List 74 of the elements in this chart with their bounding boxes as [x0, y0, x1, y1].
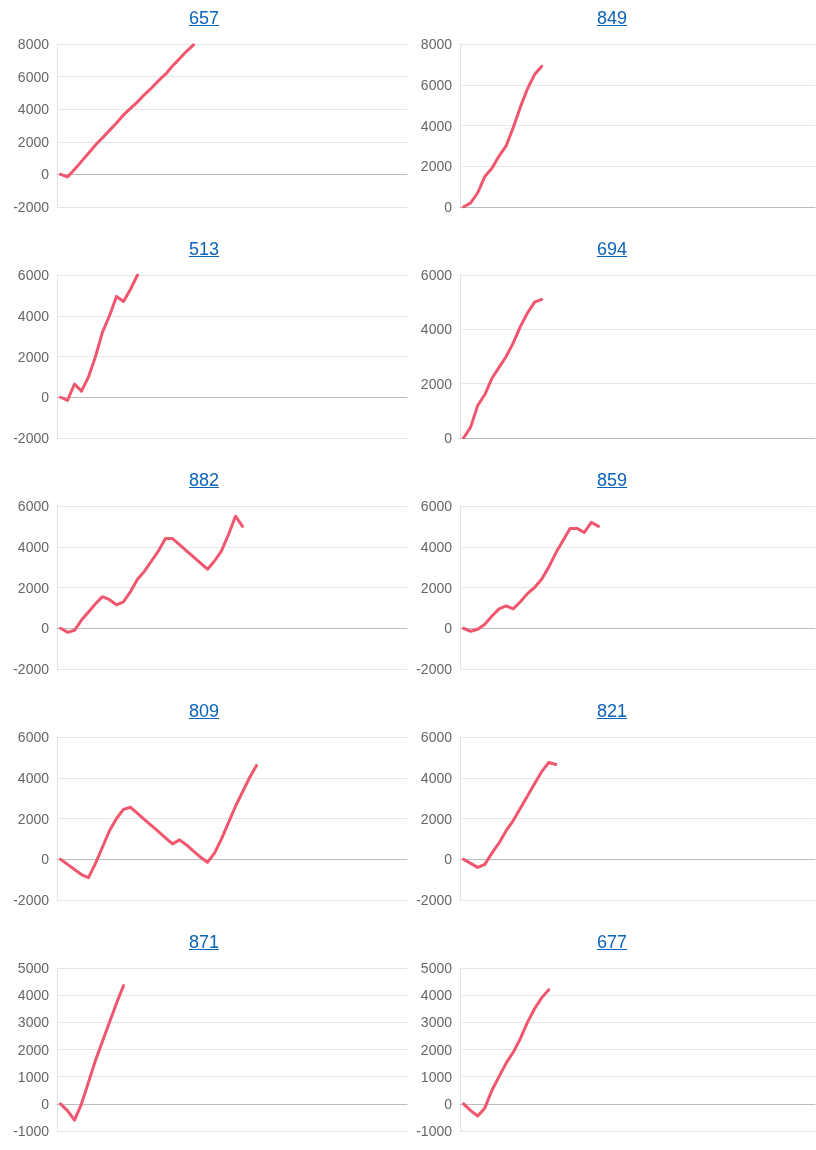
y-tick-label: 4000 [420, 987, 453, 1004]
line-series [59, 43, 195, 179]
y-tick-label: 6000 [17, 729, 50, 745]
chart-title: 513 [187, 239, 220, 260]
y-tick-label: 6000 [420, 76, 453, 93]
line-series [462, 297, 544, 440]
y-tick-label: 2000 [420, 579, 453, 596]
y-tick-label: -1000 [416, 1123, 453, 1139]
y-tick-label: -2000 [13, 892, 50, 908]
y-tick-label: 2000 [420, 158, 453, 175]
chart-title: 677 [595, 932, 628, 953]
y-tick-label: 8000 [17, 36, 50, 52]
line-series [59, 984, 125, 1122]
y-tick-label: 0 [444, 620, 453, 637]
line-series [462, 520, 600, 633]
y-tick-label: -2000 [416, 661, 453, 677]
y-tick-label: 0 [41, 389, 50, 406]
y-tick-label: 5000 [17, 960, 50, 976]
y-tick-label: -2000 [416, 892, 453, 908]
y-tick-label: 3000 [420, 1014, 453, 1031]
chart-title: 871 [187, 932, 220, 953]
y-tick-label: 0 [444, 1095, 453, 1112]
y-tick-label: -2000 [13, 199, 50, 215]
y-tick-label: 2000 [17, 579, 50, 596]
chart-title: 694 [595, 239, 628, 260]
y-tick-label: 6000 [420, 729, 453, 745]
y-tick-label: -2000 [13, 661, 50, 677]
y-tick-label: -1000 [13, 1123, 50, 1139]
y-tick-label: 0 [41, 1095, 50, 1112]
y-tick-label: 4000 [420, 769, 453, 786]
chart-title: 657 [187, 8, 220, 29]
y-tick-label: 0 [41, 620, 50, 637]
line-series [462, 760, 558, 869]
y-tick-label: 3000 [17, 1014, 50, 1031]
chart-title: 859 [595, 470, 628, 491]
y-tick-label: 6000 [17, 498, 50, 514]
y-tick-label: 2000 [17, 1041, 50, 1058]
y-tick-label: 4000 [17, 101, 50, 118]
chart-title: 809 [187, 701, 220, 722]
chart-title: 849 [595, 8, 628, 29]
line-series [59, 514, 244, 634]
line-series [59, 273, 139, 402]
y-tick-label: 4000 [420, 117, 453, 134]
y-tick-label: 5000 [420, 960, 453, 976]
y-tick-label: 2000 [420, 810, 453, 827]
y-tick-label: 4000 [17, 307, 50, 324]
y-tick-label: 2000 [17, 810, 50, 827]
y-tick-label: 6000 [420, 267, 453, 283]
y-tick-label: 2000 [17, 348, 50, 365]
y-tick-label: 1000 [17, 1068, 50, 1085]
y-tick-label: 6000 [17, 267, 50, 283]
y-tick-label: 0 [41, 851, 50, 868]
y-tick-label: 0 [444, 199, 453, 215]
y-tick-label: 2000 [17, 133, 50, 150]
y-tick-label: 0 [444, 430, 453, 446]
y-tick-label: 6000 [420, 498, 453, 514]
y-tick-label: 1000 [420, 1068, 453, 1085]
y-tick-label: 2000 [420, 1041, 453, 1058]
line-series [462, 64, 544, 209]
line-series [462, 988, 551, 1118]
y-tick-label: 4000 [17, 769, 50, 786]
y-tick-label: 4000 [17, 538, 50, 555]
y-tick-label: 0 [444, 851, 453, 868]
y-tick-label: 8000 [420, 36, 453, 52]
y-tick-label: 4000 [420, 321, 453, 338]
line-series [59, 764, 258, 880]
y-tick-label: 4000 [17, 987, 50, 1004]
y-tick-label: 0 [41, 166, 50, 183]
chart-title: 882 [187, 470, 220, 491]
y-tick-label: 6000 [17, 68, 50, 85]
chart-title: 821 [595, 701, 628, 722]
y-tick-label: 4000 [420, 538, 453, 555]
y-tick-label: -2000 [13, 430, 50, 446]
y-tick-label: 2000 [420, 375, 453, 392]
